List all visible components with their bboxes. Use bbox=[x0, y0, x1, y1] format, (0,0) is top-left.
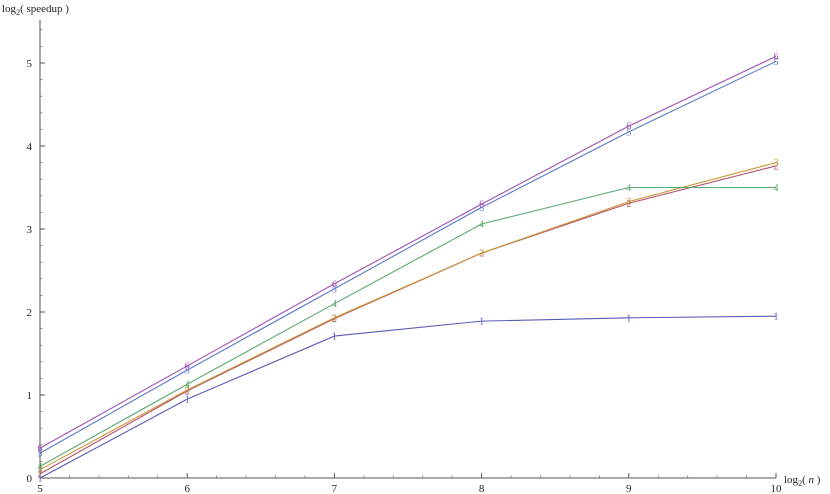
x-tick-label: 6 bbox=[184, 483, 190, 494]
data-point-marker: 5 bbox=[626, 127, 631, 138]
x-tick-label: 10 bbox=[771, 483, 783, 494]
y-tick-label: 5 bbox=[27, 58, 33, 70]
y-tick-label: 0 bbox=[27, 473, 33, 485]
series-3: 3 3 3 3 3 3 bbox=[38, 158, 779, 476]
x-tick-label: 8 bbox=[479, 483, 485, 494]
series-5: 5 5 5 5 5 5 bbox=[38, 57, 779, 460]
series-1: 1 1 1 1 1 1 bbox=[38, 312, 779, 485]
x-axis-label-open: ( bbox=[802, 474, 808, 486]
series-line bbox=[39, 165, 777, 475]
data-point-marker: 6 bbox=[38, 444, 43, 455]
y-axis-label-open: ( bbox=[20, 3, 26, 15]
data-point-marker: 2 bbox=[626, 199, 631, 210]
data-point-marker: 3 bbox=[626, 197, 631, 208]
x-tick-label: 9 bbox=[626, 483, 632, 494]
y-tick-label: 4 bbox=[27, 141, 33, 153]
data-point-marker: 1 bbox=[626, 313, 631, 324]
data-point-marker: 6 bbox=[626, 122, 631, 133]
series-line bbox=[39, 55, 777, 449]
data-point-marker: 2 bbox=[38, 469, 43, 480]
series-2: 2 2 2 2 2 2 bbox=[38, 161, 779, 480]
y-tick-label: 2 bbox=[27, 307, 33, 319]
y-tick-label: 3 bbox=[27, 224, 33, 236]
x-axis-label-close: ) bbox=[814, 474, 821, 486]
data-point-marker: 3 bbox=[38, 465, 43, 476]
x-axis-label: log2( n ) bbox=[784, 474, 821, 488]
data-point-marker: 4 bbox=[479, 220, 484, 231]
y-axis-label: log2( speedup ) bbox=[2, 3, 69, 17]
data-point-marker: 5 bbox=[332, 284, 337, 295]
y-axis-label-sub: 2 bbox=[16, 8, 20, 17]
x-tick-label: 7 bbox=[332, 483, 338, 494]
data-point-marker: 1 bbox=[332, 332, 337, 343]
data-point-marker: 5 bbox=[38, 449, 43, 460]
data-point-marker: 4 bbox=[185, 380, 190, 391]
series-4: 4 4 4 4 4 4 bbox=[38, 183, 779, 473]
y-tick-label: 1 bbox=[27, 390, 33, 402]
data-point-marker: 4 bbox=[774, 183, 779, 194]
data-point-marker: 1 bbox=[774, 312, 779, 323]
series-6: 6 6 6 6 6 6 bbox=[38, 52, 779, 455]
data-point-marker: 1 bbox=[38, 474, 43, 485]
x-axis-label-var: n bbox=[808, 474, 814, 486]
x-axis-label-prefix: log bbox=[784, 474, 799, 486]
data-point-marker: 3 bbox=[332, 313, 337, 324]
data-point-marker: 1 bbox=[185, 395, 190, 406]
x-axis-label-sub: 2 bbox=[798, 479, 802, 488]
data-point-marker: 3 bbox=[479, 249, 484, 260]
data-point-marker: 1 bbox=[479, 317, 484, 328]
data-point-marker: 6 bbox=[479, 200, 484, 211]
y-axis-label-var: speedup bbox=[26, 3, 63, 15]
data-point-marker: 2 bbox=[185, 386, 190, 397]
data-point-marker: 2 bbox=[332, 314, 337, 325]
data-point-marker: 2 bbox=[774, 161, 779, 172]
data-point-marker: 4 bbox=[38, 462, 43, 473]
series-line bbox=[39, 162, 777, 471]
data-point-marker: 5 bbox=[479, 203, 484, 214]
data-point-marker: 6 bbox=[185, 361, 190, 372]
series-line bbox=[39, 60, 777, 454]
data-point-marker: 5 bbox=[774, 57, 779, 68]
data-point-marker: 5 bbox=[185, 366, 190, 377]
y-axis-label-prefix: log bbox=[2, 3, 17, 15]
data-point-marker: 4 bbox=[626, 183, 631, 194]
x-ticks: 5 6 7 8 9 10 bbox=[37, 473, 782, 494]
data-point-marker: 3 bbox=[774, 158, 779, 169]
data-point-marker: 6 bbox=[774, 52, 779, 63]
data-point-marker: 3 bbox=[185, 386, 190, 397]
data-point-marker: 2 bbox=[479, 249, 484, 260]
y-axis-label-close: ) bbox=[63, 3, 70, 15]
series-line bbox=[39, 186, 776, 467]
data-point-marker: 4 bbox=[332, 299, 337, 310]
x-tick-label: 5 bbox=[37, 483, 43, 494]
series-line bbox=[39, 315, 777, 479]
data-point-marker: 6 bbox=[332, 279, 337, 290]
